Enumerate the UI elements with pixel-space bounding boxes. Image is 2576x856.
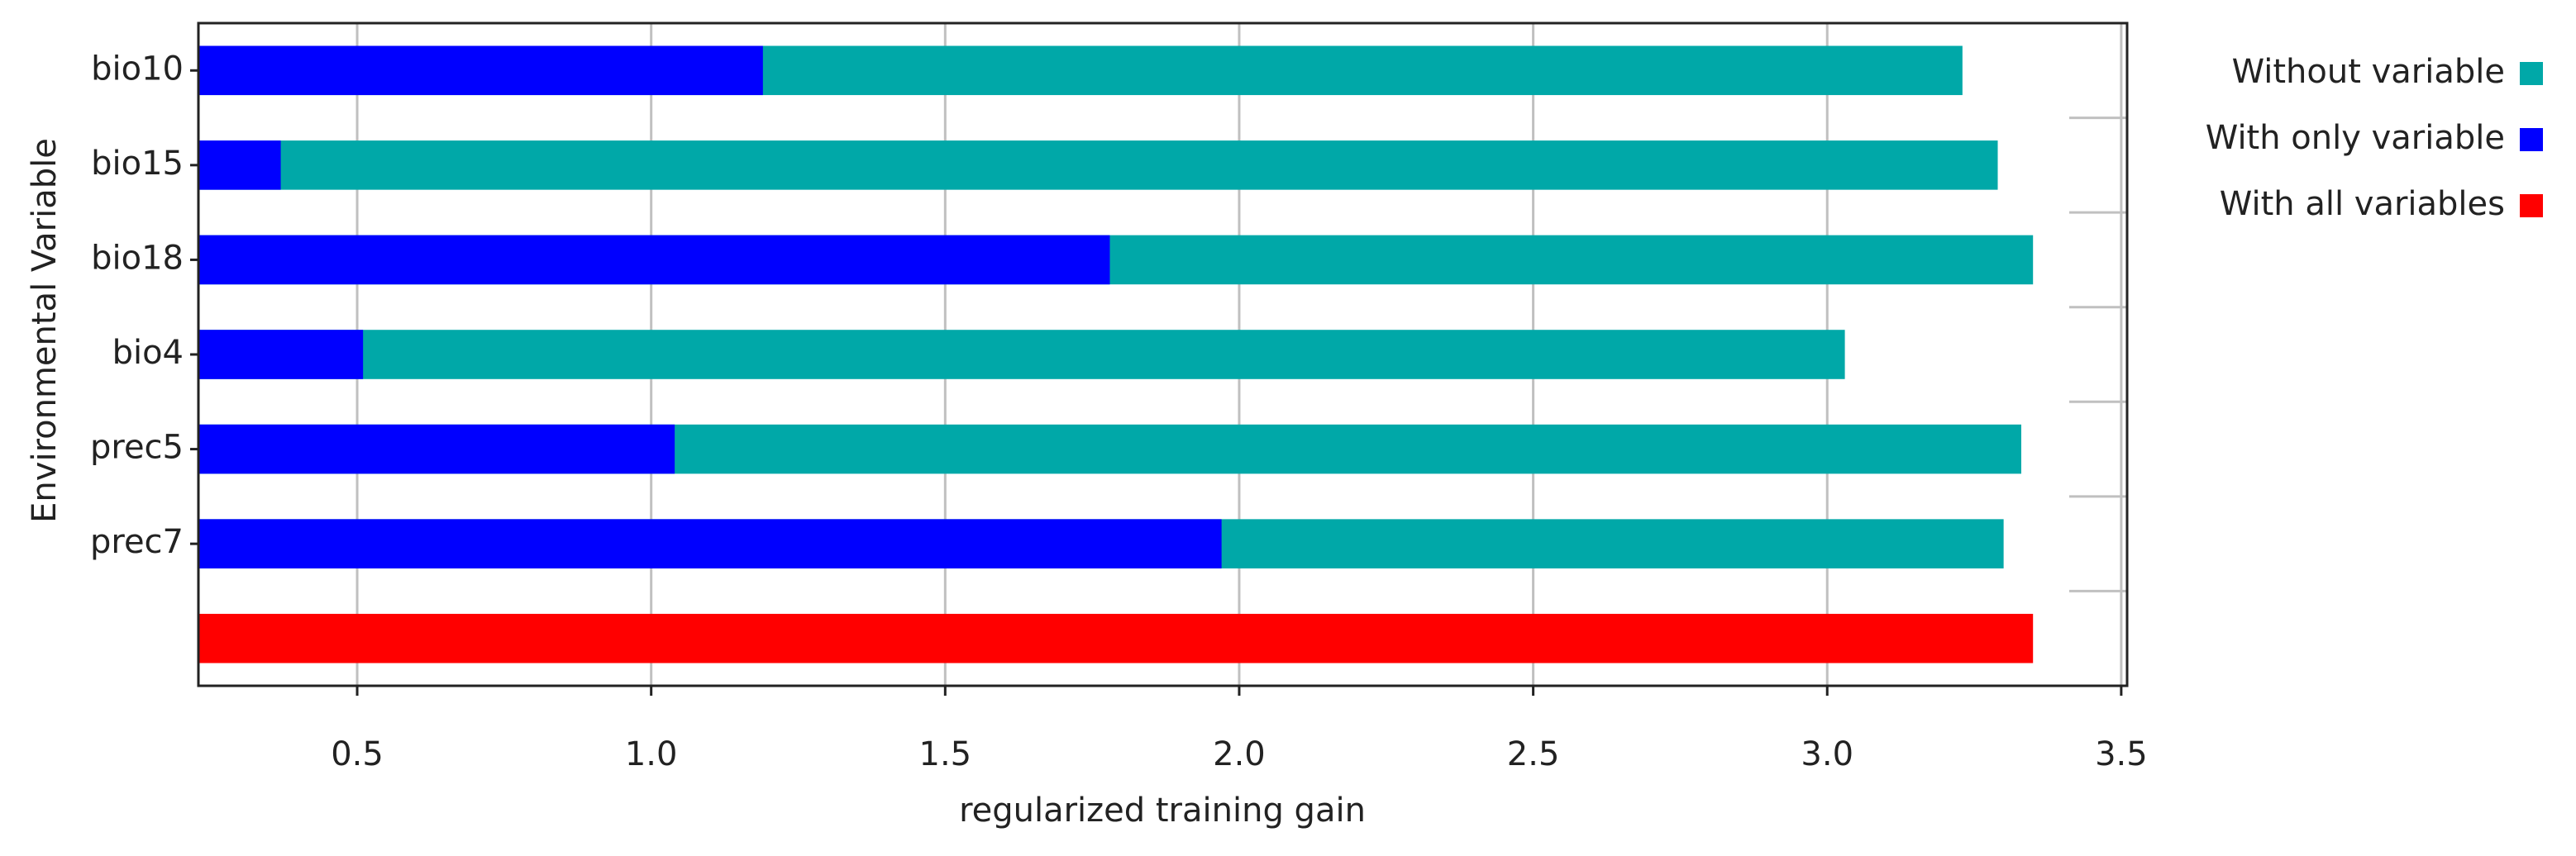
y-axis-title: Environmental Variable: [26, 138, 64, 523]
x-tick-label: 2.0: [1213, 735, 1266, 773]
y-tick-label: bio18: [91, 239, 184, 277]
y-tick-label: bio10: [91, 50, 184, 88]
y-tick-label: prec7: [90, 523, 184, 561]
legend-swatch: [2520, 194, 2543, 217]
bar: [198, 424, 675, 474]
legend-swatch: [2520, 128, 2543, 151]
bar: [198, 330, 1845, 379]
x-tick-label: 1.5: [919, 735, 972, 773]
legend-label: With all variables: [2220, 185, 2505, 223]
x-tick-label: 3.0: [1801, 735, 1853, 773]
bar: [198, 519, 1222, 568]
x-tick-label: 1.0: [625, 735, 678, 773]
plot-frame: [197, 21, 2129, 687]
y-tick-label: bio15: [91, 145, 184, 183]
x-axis-title: regularized training gain: [959, 792, 1366, 830]
x-tick-label: 0.5: [331, 735, 384, 773]
x-tick-label: 3.5: [2095, 735, 2148, 773]
bar: [198, 330, 364, 379]
y-tick-label: bio4: [112, 334, 184, 372]
bar: [198, 140, 281, 190]
legend-label: With only variable: [2206, 119, 2505, 157]
bar: [198, 235, 1110, 285]
bar: [198, 140, 1998, 190]
legend-swatch: [2520, 62, 2543, 85]
x-tick-label: 2.5: [1507, 735, 1560, 773]
bar: [198, 45, 763, 96]
y-tick-label: prec5: [90, 429, 184, 467]
bar: [198, 613, 2034, 663]
legend-label: Without variable: [2232, 53, 2505, 91]
